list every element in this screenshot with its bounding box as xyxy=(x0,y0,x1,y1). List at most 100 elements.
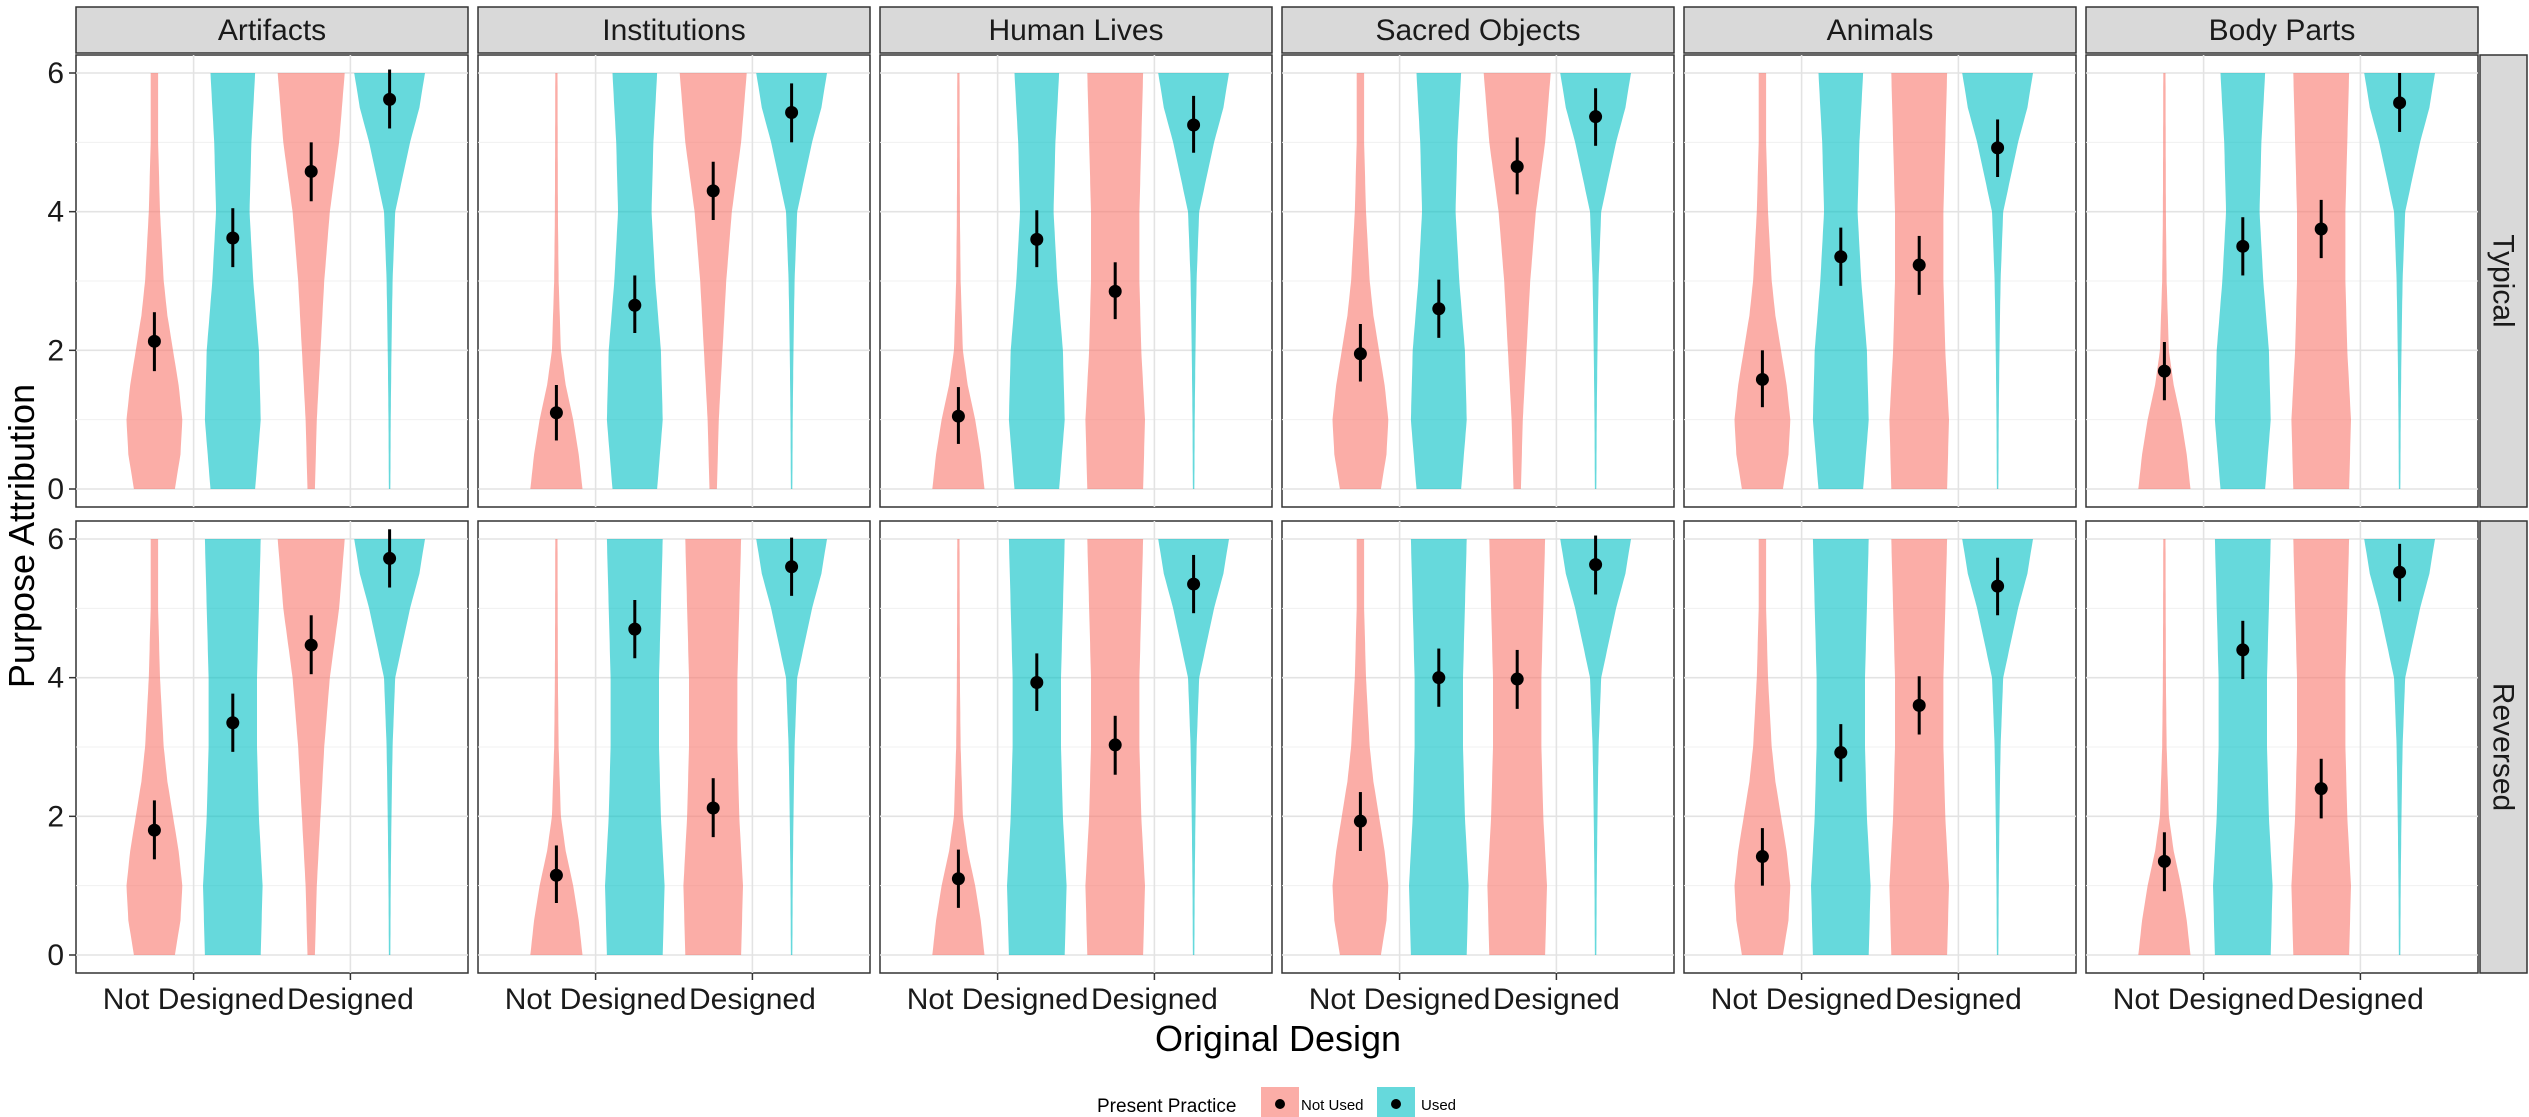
panel-typical-human-lives xyxy=(879,54,1273,508)
violin-not-used-not-designed xyxy=(126,73,183,489)
violin-used-designed xyxy=(1158,539,1229,955)
facet-panels: Artifacts Institutions Human Lives Sacred O… xyxy=(75,6,2528,974)
violin-used-not-designed xyxy=(1409,539,1469,955)
panel-typical-sacred-objects xyxy=(1281,54,1675,508)
facet-strip-label: Institutions xyxy=(602,14,745,47)
violin-not-used-designed xyxy=(679,73,747,489)
mean-point xyxy=(549,406,563,420)
panel-reversed-animals xyxy=(1683,520,2077,974)
violin-not-used-designed xyxy=(2291,539,2351,955)
violin-not-used-not-designed xyxy=(932,539,985,955)
facet-strip-background xyxy=(1281,6,1675,54)
mean-point xyxy=(2393,96,2407,110)
x-tick-label: Designed xyxy=(1493,983,1620,1016)
violin-used-designed xyxy=(2364,73,2435,489)
violin-not-used-not-designed xyxy=(2138,73,2191,489)
violin-used-designed xyxy=(1962,539,2033,955)
violin-not-used-not-designed xyxy=(1332,73,1389,489)
legend-label-not-used: Not Used xyxy=(1301,1097,1364,1114)
mean-point xyxy=(1432,302,1446,316)
facet-strip-label: Body Parts xyxy=(2209,14,2356,47)
facet-strip-institutions: Institutions xyxy=(477,6,871,54)
violin-used-designed xyxy=(756,539,827,955)
mean-point xyxy=(1108,738,1122,752)
violin-not-used-designed xyxy=(683,539,743,955)
x-tick-label: Designed xyxy=(689,983,816,1016)
mean-point xyxy=(1353,814,1367,828)
violin-not-used-not-designed xyxy=(530,73,583,489)
mean-point xyxy=(2314,782,2328,796)
panel-typical-body-parts xyxy=(2085,54,2479,508)
violin-not-used-designed xyxy=(2291,73,2351,489)
panel-reversed-sacred-objects xyxy=(1281,520,1675,974)
violin-used-designed xyxy=(756,73,827,489)
x-tick-label: Not Designed xyxy=(505,983,687,1016)
mean-point xyxy=(1912,258,1926,272)
mean-point xyxy=(383,92,397,106)
mean-point xyxy=(1030,676,1044,690)
x-tick-label: Not Designed xyxy=(103,983,285,1016)
violin-not-used-designed xyxy=(1889,539,1949,955)
y-tick-label: 2 xyxy=(47,800,64,833)
mean-point xyxy=(1755,850,1769,864)
row-strip-background xyxy=(2479,520,2528,974)
mean-point xyxy=(147,823,161,837)
violin-used-not-designed xyxy=(2213,539,2273,955)
legend-title: Present Practice xyxy=(1097,1096,1236,1117)
y-tick-label: 2 xyxy=(47,334,64,367)
violin-used-not-designed xyxy=(2214,73,2271,489)
mean-point xyxy=(1108,284,1122,298)
x-tick-label: Not Designed xyxy=(1309,983,1491,1016)
violin-used-designed xyxy=(354,539,425,955)
violin-used-designed xyxy=(1560,73,1631,489)
facet-strip-label: Sacred Objects xyxy=(1375,14,1580,47)
mean-point xyxy=(1510,672,1524,686)
legend-key-not-used: Not Used xyxy=(1261,1087,1364,1117)
facet-strip-human-lives: Human Lives xyxy=(879,6,1273,54)
x-tick-label: Designed xyxy=(1091,983,1218,1016)
mean-point xyxy=(1834,250,1848,264)
mean-point xyxy=(1755,372,1769,386)
mean-point xyxy=(706,801,720,815)
violin-used-designed xyxy=(1158,73,1229,489)
facet-strip-background xyxy=(75,6,469,54)
violin-not-used-designed xyxy=(277,73,345,489)
violin-not-used-not-designed xyxy=(1734,73,1791,489)
mean-point xyxy=(1912,698,1926,712)
facet-strip-animals: Animals xyxy=(1683,6,2077,54)
mean-point xyxy=(1187,577,1201,591)
mean-point xyxy=(383,551,397,565)
violin-used-designed xyxy=(2364,539,2435,955)
violin-not-used-designed xyxy=(1483,73,1551,489)
mean-point xyxy=(1353,347,1367,361)
x-tick-label: Not Designed xyxy=(1711,983,1893,1016)
mean-point xyxy=(2157,364,2171,378)
facet-strip-background xyxy=(2085,6,2479,54)
panel-reversed-institutions xyxy=(477,520,871,974)
mean-point xyxy=(2236,643,2250,657)
mean-point xyxy=(1187,118,1201,132)
y-tick-label: 0 xyxy=(47,939,64,972)
facet-strip-background xyxy=(879,6,1273,54)
panel-reversed-artifacts xyxy=(75,520,469,974)
x-tick-label: Designed xyxy=(1895,983,2022,1016)
mean-point xyxy=(1991,141,2005,155)
violin-not-used-designed xyxy=(277,539,345,955)
row-strip-label: Typical xyxy=(2487,234,2520,327)
panel-reversed-human-lives xyxy=(879,520,1273,974)
mean-point xyxy=(304,638,318,652)
mean-point xyxy=(2236,239,2250,253)
facet-strip-background xyxy=(477,6,871,54)
row-strip-background xyxy=(2479,54,2528,508)
facet-strip-background xyxy=(1683,6,2077,54)
mean-point xyxy=(1834,746,1848,760)
violin-not-used-designed xyxy=(1487,539,1547,955)
facet-strip-sacred-objects: Sacred Objects xyxy=(1281,6,1675,54)
legend-label-used: Used xyxy=(1421,1097,1456,1114)
legend: Present Practice Not Used Used xyxy=(1097,1087,1456,1117)
y-axis-title: Purpose Attribution xyxy=(1,384,42,688)
mean-point xyxy=(1589,558,1603,572)
x-tick-label: Not Designed xyxy=(2113,983,2295,1016)
mean-point xyxy=(1589,110,1603,124)
